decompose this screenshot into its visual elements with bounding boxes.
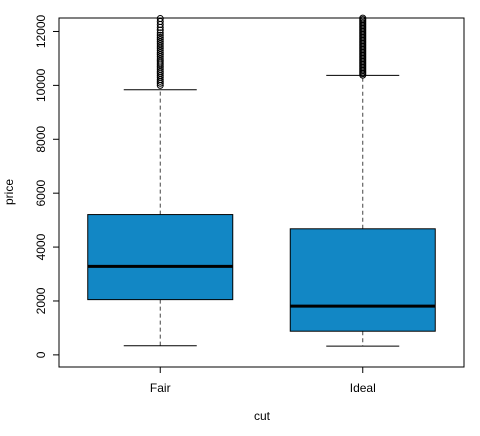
y-tick-label: 0 bbox=[34, 351, 48, 358]
y-axis: 0 2000 4000 6000 8000 10000 12000 bbox=[34, 14, 59, 358]
y-tick-label: 12000 bbox=[34, 14, 48, 48]
outlier-point bbox=[156, 36, 164, 44]
x-axis-label: cut bbox=[254, 409, 271, 423]
y-tick-label: 2000 bbox=[34, 287, 48, 314]
boxes bbox=[87, 14, 436, 347]
x-tick-label: Fair bbox=[150, 381, 171, 395]
iqr-box bbox=[87, 214, 234, 301]
box-ideal bbox=[289, 14, 436, 347]
x-axis: Fair Ideal bbox=[150, 367, 376, 395]
y-tick-label: 8000 bbox=[34, 126, 48, 153]
plot-frame bbox=[58, 17, 465, 368]
y-tick-label: 10000 bbox=[34, 68, 48, 102]
outlier-point bbox=[156, 15, 164, 23]
box-fair bbox=[87, 15, 234, 347]
y-axis-label: price bbox=[2, 179, 16, 205]
y-tick-label: 6000 bbox=[34, 180, 48, 207]
outlier-point bbox=[156, 29, 164, 37]
outlier-point bbox=[156, 31, 164, 39]
x-tick-label: Ideal bbox=[350, 381, 376, 395]
y-tick-label: 4000 bbox=[34, 233, 48, 260]
outlier-point bbox=[156, 33, 164, 41]
iqr-box bbox=[289, 228, 436, 332]
outlier-point bbox=[156, 18, 164, 26]
outlier-point bbox=[359, 14, 367, 22]
